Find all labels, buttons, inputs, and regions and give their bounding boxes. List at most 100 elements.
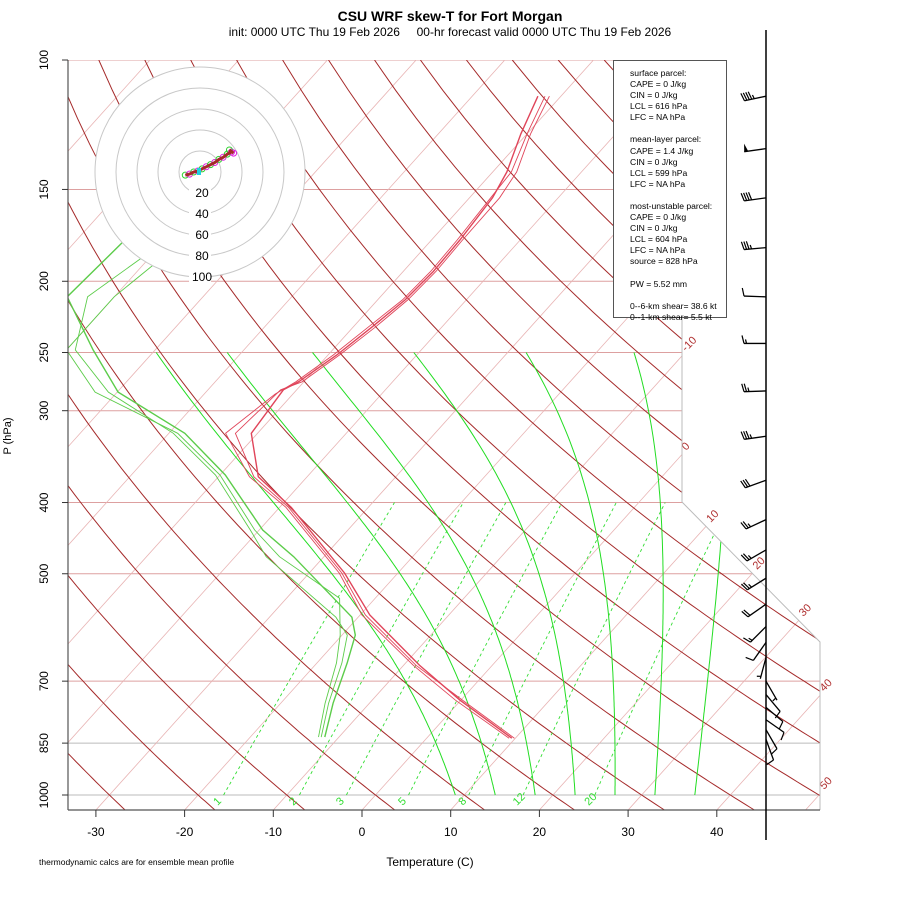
wind-barb-shaft [759, 657, 767, 679]
wind-barb-shaft [744, 435, 767, 440]
moist-adiabat-line [226, 352, 496, 796]
wind-barb-shaft [765, 719, 785, 733]
wind-barb-full [741, 610, 749, 618]
temperature-tick-label: 30 [621, 825, 635, 839]
footnote: thermodynamic calcs are for ensemble mea… [39, 857, 235, 867]
mixing-ratio-line [468, 502, 617, 796]
wind-barb-half [748, 637, 753, 641]
moist-adiabat-line [413, 352, 576, 796]
wind-barb-shaft [747, 603, 767, 618]
wind-barb-full [770, 748, 778, 755]
info-line: LCL = 604 hPa [630, 234, 688, 245]
mixing-ratio-label: 20 [582, 791, 599, 808]
temperature-profile-line [234, 95, 550, 739]
wind-barb-shaft [746, 549, 767, 562]
dry-adiabat-line [98, 60, 820, 810]
wind-barb-full [744, 478, 751, 487]
wind-barb-half [772, 697, 777, 702]
wind-barb-full [743, 609, 751, 616]
info-line: CAPE = 0 J/kg [630, 79, 687, 90]
dry-adiabat-line [190, 60, 820, 810]
wind-barb-full [742, 521, 749, 529]
info-line: CAPE = 0 J/kg [630, 212, 687, 223]
temperature-tick-label: 10 [444, 825, 458, 839]
temperature-tick-label: -10 [265, 825, 283, 839]
hodograph-label-bg [189, 229, 211, 241]
dry-adiabat-line [68, 60, 486, 810]
wind-barb-half [747, 555, 752, 559]
wind-barb-full [742, 92, 748, 101]
wind-barb-shaft [744, 197, 767, 202]
mean-layer-parcel-block: mean-layer parcel: CAPE = 1.4 J/kg CIN =… [630, 134, 726, 189]
wind-barb-shaft [744, 246, 767, 251]
hodograph-label-bg [189, 187, 211, 199]
wind-barb-half [747, 387, 750, 392]
isotherm-label: 30 [797, 602, 814, 619]
info-line: mean-layer parcel: [630, 134, 702, 145]
temperature-tick-label: -30 [87, 825, 105, 839]
moist-adiabat-line [525, 352, 616, 795]
shear-0-1km: 0--1-km shear= 5.5 kt [630, 311, 712, 322]
dewpoint-profile-line [68, 241, 341, 738]
wind-barb-full [745, 92, 750, 100]
pressure-tick-label: 850 [37, 733, 51, 753]
wind-barb [740, 241, 767, 251]
most-unstable-parcel-block: most-unstable parcel: CAPE = 0 J/kg CIN … [630, 201, 726, 268]
info-line: most-unstable parcel: [630, 200, 713, 211]
wind-barb [756, 657, 767, 679]
dry-adiabat-line [236, 60, 820, 810]
info-line: LCL = 616 hPa [630, 101, 688, 112]
wind-barb-full [780, 732, 785, 741]
wind-barb [765, 719, 785, 741]
temperature-tick-label: 40 [710, 825, 724, 839]
info-line: LCL = 599 hPa [630, 167, 688, 178]
wind-barb-shaft [745, 519, 767, 530]
dry-adiabat-line [68, 60, 756, 810]
wind-barb-shaft [746, 577, 767, 591]
mixing-ratio-line [299, 502, 464, 796]
wind-barb-shaft [765, 729, 778, 750]
hodograph-ring-label: 100 [192, 270, 212, 284]
temperature-profile-line [250, 95, 539, 739]
wind-barb [741, 383, 767, 393]
temperature-tick-label: 0 [359, 825, 366, 839]
wind-barb-full [745, 192, 750, 201]
mixing-ratio-label: 12 [511, 791, 528, 808]
wind-barb-full [743, 431, 748, 440]
dry-adiabat-line [144, 60, 820, 810]
wind-barb-full [741, 335, 745, 344]
hodograph-ring-label: 60 [195, 228, 209, 242]
wind-barb-full [741, 287, 745, 297]
mixing-ratio-line [522, 502, 666, 796]
mixing-ratio-label: 1 [211, 795, 224, 808]
wind-barb [765, 706, 784, 730]
hodograph-label-bg [189, 208, 211, 220]
temperature-tick-label: 20 [533, 825, 547, 839]
pressure-tick-label: 400 [37, 492, 51, 512]
y-axis-label: P (hPa) [2, 417, 14, 455]
mixing-ratio-label: 5 [396, 795, 409, 808]
info-line: LFC = NA hPa [630, 112, 686, 123]
mixing-ratio-line [223, 502, 395, 796]
isotherm-line [68, 60, 683, 810]
wind-barb [741, 287, 767, 298]
wind-barb [740, 577, 767, 591]
wind-barb-full [740, 522, 747, 530]
wind-barb-half [751, 94, 755, 99]
wind-barb [765, 739, 775, 766]
wind-barb-full [745, 430, 750, 439]
wind-barb-full [740, 431, 745, 440]
wind-barb-full [740, 193, 745, 202]
wind-barb-shaft [743, 390, 767, 393]
pressure-tick-label: 200 [37, 271, 51, 291]
wind-barb-shaft [752, 642, 767, 661]
dry-adiabat-line [68, 60, 576, 810]
wind-barb-full [743, 637, 751, 643]
hodograph-ring-label: 20 [195, 186, 209, 200]
wind-barb [765, 694, 781, 719]
wind-barb-full [742, 479, 749, 488]
wind-barb-half [748, 583, 752, 588]
hodograph-surface-marker [197, 168, 201, 175]
wind-barb-full [740, 241, 745, 250]
wind-barb-full [743, 241, 748, 250]
